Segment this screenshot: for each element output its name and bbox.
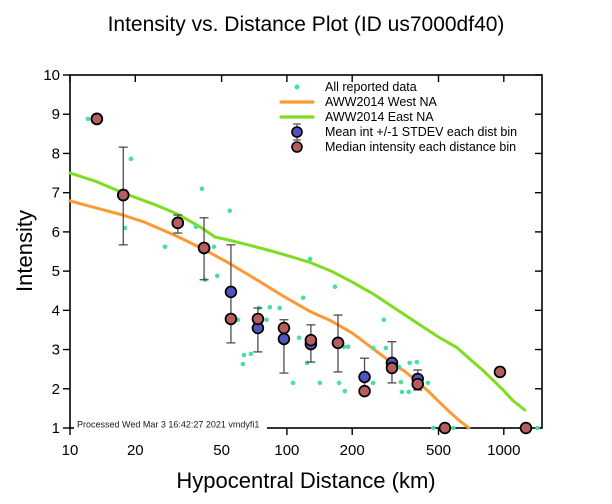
median-point	[331, 336, 345, 350]
reported-data-point	[336, 380, 342, 386]
y-tick-label: 8	[52, 145, 60, 162]
mean-point	[277, 332, 291, 346]
median-point	[519, 421, 533, 435]
y-tick-label: 7	[52, 185, 60, 202]
x-tick-label: 50	[213, 442, 230, 459]
legend-label-west-na: AWW2014 West NA	[325, 95, 437, 109]
footer-mask	[74, 418, 267, 436]
west-na-curve	[68, 199, 471, 430]
y-tick-label: 1	[52, 420, 60, 437]
chart-title: Intensity vs. Distance Plot (ID us7000df…	[108, 13, 505, 36]
reported-data-point	[267, 304, 273, 310]
median-point	[171, 216, 185, 230]
reported-data-point	[425, 380, 431, 386]
median-point	[411, 377, 424, 391]
east-na-curve	[68, 171, 527, 412]
median-point	[438, 421, 452, 435]
x-axis-label: Hypocentral Distance (km)	[176, 468, 435, 493]
reported-data-point	[227, 208, 233, 214]
legend-marker-reported-dot	[294, 84, 300, 90]
legend-label-all-reported: All reported data	[325, 80, 417, 94]
median-point	[358, 384, 371, 398]
x-tick-label: 500	[426, 442, 451, 459]
median-point	[493, 365, 507, 379]
legend-marker-mean-circle	[291, 126, 303, 138]
reported-data-point	[430, 425, 436, 431]
y-axis-label: Intensity	[12, 210, 37, 292]
reported-data-point	[383, 345, 389, 351]
reported-data-point	[211, 244, 217, 250]
median-point	[197, 241, 211, 255]
reported-data-point	[398, 379, 404, 385]
x-tick-label: 20	[127, 442, 144, 459]
reported-data-point	[162, 244, 168, 250]
reported-data-point	[300, 295, 306, 301]
legend: All reported data AWW2014 West NA AWW201…	[279, 80, 517, 154]
footer: Processed Wed Mar 3 16:42:27 2021 vmdyfi…	[74, 418, 267, 436]
y-tick-label: 3	[52, 342, 60, 359]
reported-data-point	[290, 380, 296, 386]
reported-data-point	[193, 224, 199, 230]
legend-label-east-na: AWW2014 East NA	[325, 110, 434, 124]
plot-border	[69, 74, 543, 429]
reported-data-point	[214, 273, 220, 279]
reported-data-point	[406, 389, 412, 395]
x-tick-label: 10	[62, 442, 79, 459]
reported-data-point	[407, 360, 413, 366]
x-tick-label: 1000	[487, 442, 520, 459]
reported-data-point	[381, 317, 387, 323]
x-tick-label: 100	[274, 442, 299, 459]
median-point	[224, 312, 238, 326]
median-point	[90, 112, 104, 126]
processed-timestamp: Processed Wed Mar 3 16:42:27 2021 vmdyfi…	[77, 420, 259, 430]
reported-data-point	[332, 284, 338, 290]
reported-data-point	[85, 116, 91, 122]
reported-data-point	[345, 344, 351, 350]
median-point	[117, 188, 130, 202]
reported-data-point	[307, 256, 313, 262]
legend-marker-median-circle	[291, 141, 303, 153]
legend-markers	[279, 84, 315, 153]
median-point	[304, 333, 318, 347]
median-point	[385, 361, 399, 375]
mean-point	[358, 370, 371, 384]
reported-data-point	[296, 335, 302, 341]
legend-label-mean-bin: Mean int +/-1 STDEV each dist bin	[325, 125, 517, 139]
y-tick-label: 6	[52, 224, 60, 241]
median-point	[251, 312, 265, 326]
reported-data-point	[264, 317, 269, 323]
reported-data-point	[342, 388, 348, 394]
reported-data-point	[128, 156, 134, 162]
legend-label-median-bin: Median intensity each distance bin	[325, 140, 516, 154]
y-tick-label: 2	[52, 381, 60, 398]
reported-data-point	[240, 361, 246, 367]
median-point	[277, 321, 291, 335]
reported-data-point	[535, 425, 540, 431]
reported-data-point	[248, 351, 254, 357]
y-tick-label: 4	[52, 302, 60, 319]
y-tick-label: 10	[43, 67, 60, 84]
reported-data-point	[399, 389, 405, 395]
reported-data-point	[304, 360, 310, 366]
reported-data-point	[370, 380, 376, 386]
reported-data-point	[277, 305, 282, 311]
reported-data-point	[451, 425, 456, 431]
reported-data-point	[241, 352, 247, 358]
y-tick-label: 5	[52, 263, 60, 280]
reported-data-point	[317, 380, 323, 386]
reported-data-point	[199, 186, 205, 192]
axes: 10 20 50 100 200 500 1000 1 2 3 4 5 6 7 8 9 10	[43, 67, 543, 459]
x-tick-label: 200	[340, 442, 365, 459]
y-tick-label: 9	[52, 106, 60, 123]
reported-data-point	[370, 345, 376, 351]
reported-data-point	[414, 359, 420, 365]
data-series	[68, 112, 540, 435]
mean-point	[224, 285, 238, 299]
